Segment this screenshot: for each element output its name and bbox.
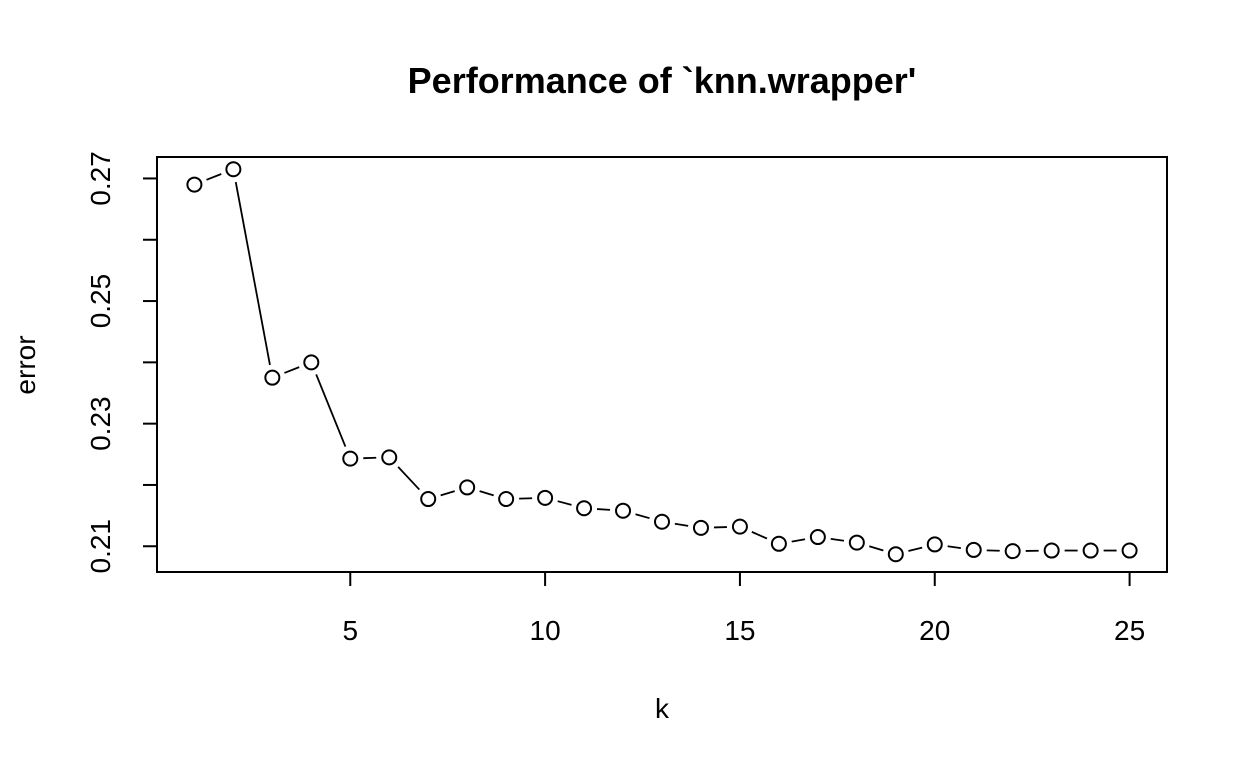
data-point xyxy=(770,535,787,552)
data-point xyxy=(186,176,203,193)
data-point xyxy=(576,500,593,517)
series-segment xyxy=(908,546,923,552)
series-segment xyxy=(830,537,845,542)
series-points xyxy=(186,161,1138,563)
data-point xyxy=(809,529,826,546)
series-segment xyxy=(315,374,347,447)
data-point xyxy=(848,534,865,551)
data-point xyxy=(537,489,554,506)
data-point xyxy=(1082,542,1099,559)
series-segment xyxy=(479,490,494,497)
data-point xyxy=(342,450,359,467)
data-point xyxy=(731,518,748,535)
data-point xyxy=(264,369,281,386)
data-point xyxy=(615,502,632,519)
series-segment xyxy=(557,500,572,506)
y-tick-label: 0.23 xyxy=(85,396,116,451)
x-tick-label: 5 xyxy=(342,615,358,646)
data-point xyxy=(654,513,670,530)
x-tick-label: 20 xyxy=(919,615,950,646)
data-point xyxy=(420,491,437,508)
data-point xyxy=(303,354,320,371)
data-point xyxy=(965,541,982,558)
x-axis-label: k xyxy=(655,693,670,724)
series-segment xyxy=(284,366,300,374)
series-lines xyxy=(206,173,1117,552)
series-segment xyxy=(397,466,420,491)
x-tick-label: 10 xyxy=(530,615,561,646)
series-segment xyxy=(234,181,271,366)
series-segment xyxy=(791,538,806,543)
data-point xyxy=(1043,542,1060,559)
data-point xyxy=(381,449,398,466)
x-tick-label: 25 xyxy=(1114,615,1145,646)
series-segment xyxy=(947,545,961,550)
data-point xyxy=(225,161,242,178)
data-point xyxy=(926,536,943,553)
data-point xyxy=(459,479,476,496)
y-tick-label: 0.21 xyxy=(85,519,116,574)
data-point xyxy=(1004,543,1021,560)
series-segment xyxy=(440,490,455,497)
data-point xyxy=(1121,542,1138,559)
series-segment xyxy=(596,508,611,511)
x-axis: 5 10 15 20 25 xyxy=(342,571,1145,646)
y-tick-label: 0.25 xyxy=(85,274,116,329)
y-axis-label: error xyxy=(10,335,41,394)
series-segment xyxy=(674,522,689,527)
y-tick-label: 0.27 xyxy=(85,151,116,206)
data-point xyxy=(887,546,904,563)
chart-title: Performance of `knn.wrapper' xyxy=(408,60,917,101)
x-tick-label: 15 xyxy=(724,615,755,646)
series-segment xyxy=(206,173,222,181)
data-point xyxy=(692,519,709,536)
y-axis: 0.21 0.23 0.25 0.27 xyxy=(85,151,158,574)
series-segment xyxy=(751,531,768,540)
series-segment xyxy=(869,545,884,552)
series-segment xyxy=(635,513,650,520)
data-point xyxy=(498,491,515,508)
